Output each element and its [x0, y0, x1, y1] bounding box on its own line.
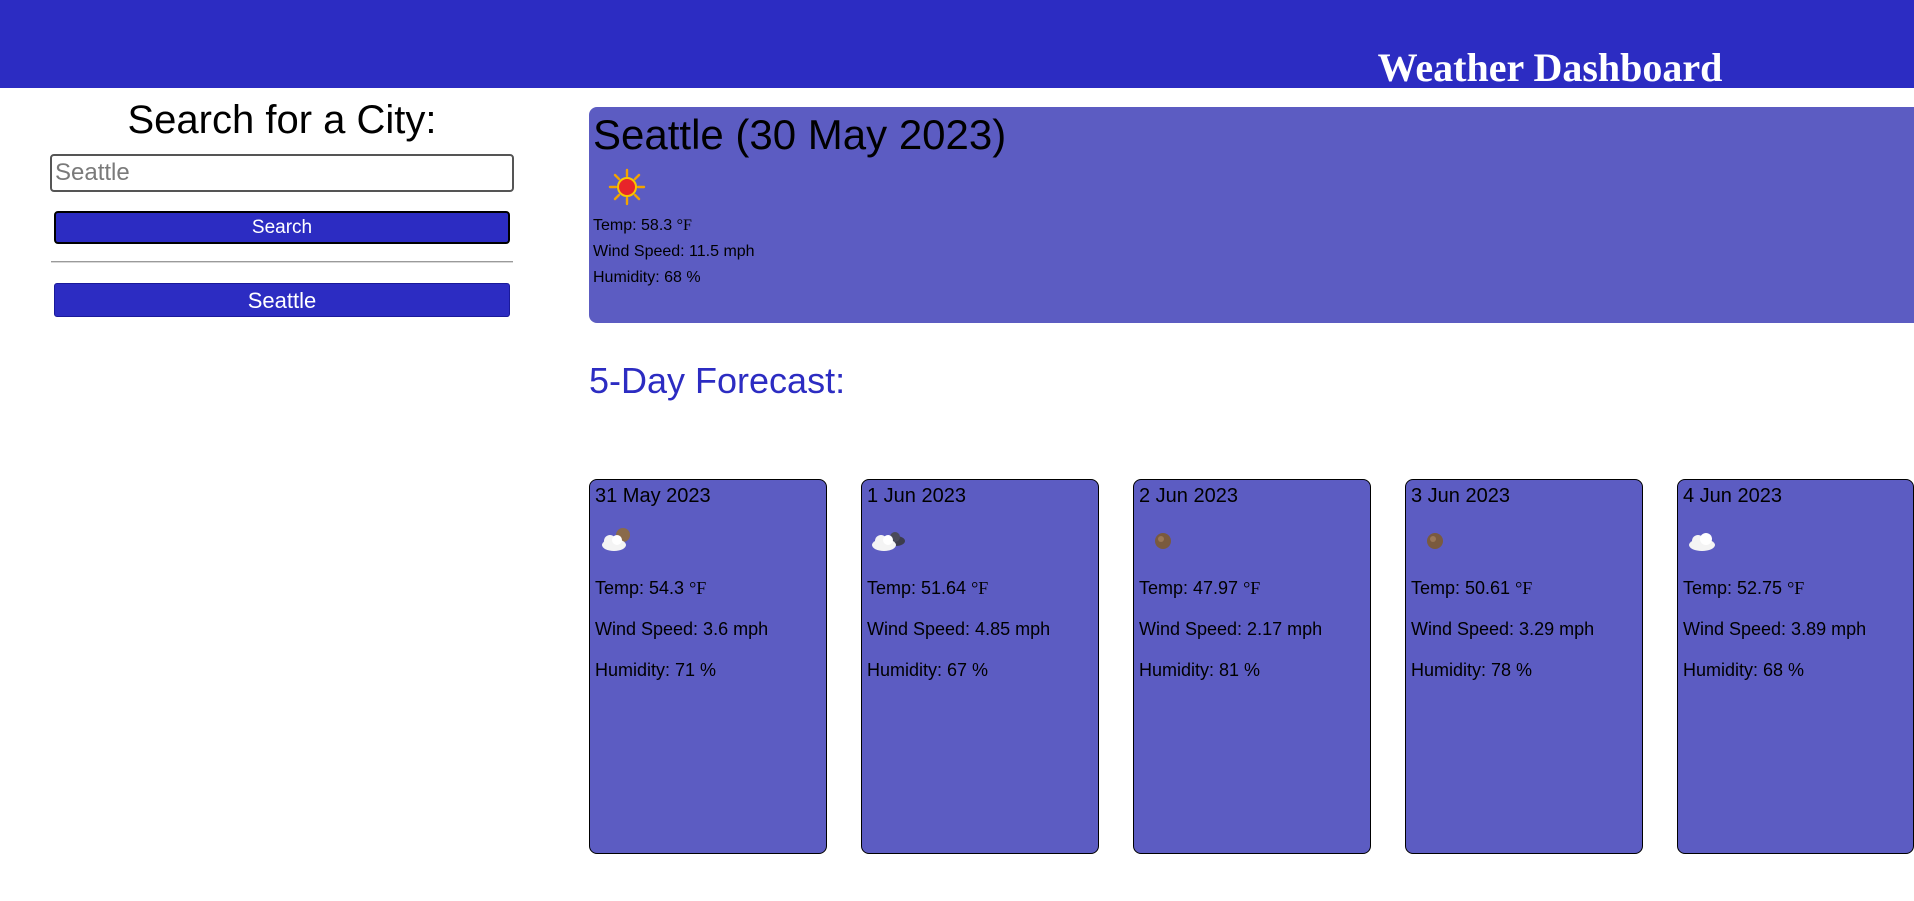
header-bar: Weather Dashboard: [0, 0, 1914, 90]
forecast-card: 4 Jun 2023 Temp: 52.75 °F Wind Speed: 3.…: [1677, 479, 1914, 854]
forecast-humidity: Humidity: 67 %: [867, 660, 989, 680]
forecast-temp: Temp: 50.61 °F: [1411, 578, 1533, 598]
cloud-dark-icon: [872, 532, 905, 551]
current-temp: Temp: 58.3 °F: [593, 217, 692, 234]
forecast-humidity: Humidity: 68 %: [1683, 660, 1805, 680]
forecast-wind: Wind Speed: 2.17 mph: [1139, 619, 1323, 639]
forecast-humidity: Humidity: 71 %: [595, 660, 717, 680]
forecast-card: 3 Jun 2023 Temp: 50.61 °F Wind Speed: 3.…: [1405, 479, 1643, 854]
sun-icon: [608, 168, 646, 206]
forecast-date: 3 Jun 2023: [1411, 485, 1510, 507]
forecast-date: 31 May 2023: [595, 485, 711, 507]
forecast-date: 4 Jun 2023: [1683, 485, 1782, 507]
history-button-seattle[interactable]: Seattle: [54, 283, 510, 317]
forecast-heading: 5-Day Forecast:: [589, 360, 846, 401]
current-weather-panel: Seattle (30 May 2023) Temp: 58.3 °F Wind…: [589, 107, 1914, 323]
cloud-moon-icon: [602, 528, 630, 551]
forecast-card: 31 May 2023 Temp: 54.3 °F Wind Speed: 3.…: [589, 479, 827, 854]
forecast-wind: Wind Speed: 4.85 mph: [867, 619, 1051, 639]
forecast-temp: Temp: 52.75 °F: [1683, 578, 1805, 598]
moon-icon: [1155, 533, 1171, 549]
moon-icon: [1427, 533, 1443, 549]
divider: [51, 261, 513, 263]
forecast-temp: Temp: 47.97 °F: [1139, 578, 1261, 598]
forecast-temp: Temp: 54.3 °F: [595, 578, 707, 598]
forecast-wind: Wind Speed: 3.29 mph: [1411, 619, 1595, 639]
search-input[interactable]: [50, 154, 514, 192]
search-heading: Search for a City:: [127, 98, 437, 142]
page-title: Weather Dashboard: [1377, 45, 1723, 90]
cloud-icon: [1689, 533, 1715, 551]
current-humidity: Humidity: 68 %: [593, 269, 701, 286]
current-city-title: Seattle (30 May 2023): [593, 111, 1007, 158]
forecast-card: 2 Jun 2023 Temp: 47.97 °F Wind Speed: 2.…: [1133, 479, 1371, 854]
forecast-humidity: Humidity: 81 %: [1139, 660, 1261, 680]
current-wind: Wind Speed: 11.5 mph: [593, 243, 755, 260]
search-panel: Search for a City: Search Seattle: [50, 88, 514, 317]
forecast-wind: Wind Speed: 3.89 mph: [1683, 619, 1867, 639]
forecast-wind: Wind Speed: 3.6 mph: [595, 619, 769, 639]
forecast-date: 2 Jun 2023: [1139, 485, 1238, 507]
forecast-card: 1 Jun 2023 Temp: 51.64 °F Wind Speed: 4.…: [861, 479, 1099, 854]
forecast-date: 1 Jun 2023: [867, 485, 966, 507]
forecast-temp: Temp: 51.64 °F: [867, 578, 989, 598]
search-button[interactable]: Search: [54, 211, 510, 244]
forecast-humidity: Humidity: 78 %: [1411, 660, 1533, 680]
